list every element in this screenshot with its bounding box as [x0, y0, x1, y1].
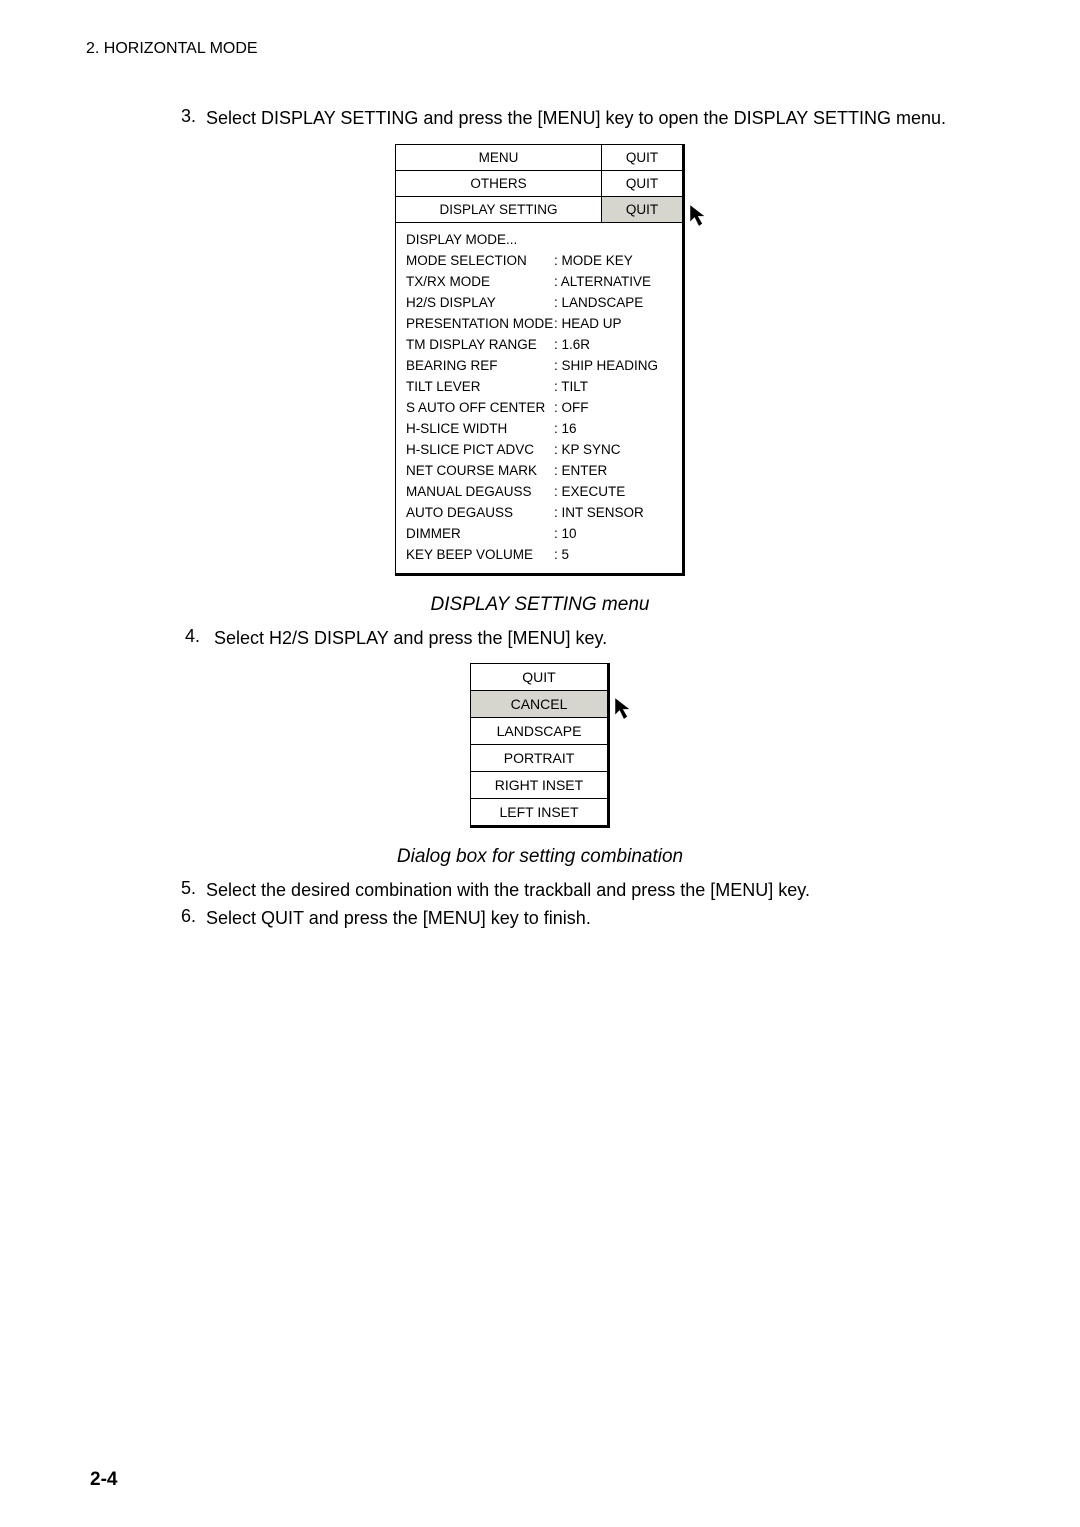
menu-row-value: : EXECUTE [554, 484, 672, 499]
menu-row-label: TX/RX MODE [406, 274, 554, 289]
step-3: 3. Select DISPLAY SETTING and press the … [172, 106, 990, 130]
step-5-number: 5. [172, 878, 206, 902]
menu-row-value: : HEAD UP [554, 316, 672, 331]
menu-row: AUTO DEGAUSS: INT SENSOR [406, 502, 672, 523]
cursor-icon [687, 202, 713, 228]
menu-header-left: MENU [396, 145, 602, 170]
menu-header-row: DISPLAY SETTING QUIT [396, 197, 682, 223]
menu-row-value: : ALTERNATIVE [554, 274, 672, 289]
menu-row-label: PRESENTATION MODE [406, 316, 554, 331]
menu-header-row: OTHERS QUIT [396, 171, 682, 197]
menu-row-value: : KP SYNC [554, 442, 672, 457]
menu-row-label: S AUTO OFF CENTER [406, 400, 554, 415]
menu-row-label: KEY BEEP VOLUME [406, 547, 554, 562]
menu-row: MODE SELECTION: MODE KEY [406, 250, 672, 271]
menu-header-left: DISPLAY SETTING [396, 197, 602, 222]
step-3-text: Select DISPLAY SETTING and press the [ME… [206, 106, 946, 130]
dialog-row: QUIT [471, 664, 607, 691]
menu-row-label: MODE SELECTION [406, 253, 554, 268]
menu-body: DISPLAY MODE... MODE SELECTION: MODE KEY… [396, 223, 682, 573]
step-5-text: Select the desired combination with the … [206, 878, 810, 902]
menu-row: BEARING REF: SHIP HEADING [406, 355, 672, 376]
step-6-text: Select QUIT and press the [MENU] key to … [206, 906, 591, 930]
menu-row-value: : TILT [554, 379, 672, 394]
menu-row: TX/RX MODE: ALTERNATIVE [406, 271, 672, 292]
caption-dialog-box: Dialog box for setting combination [90, 846, 990, 868]
menu-row-value: : SHIP HEADING [554, 358, 672, 373]
step-4-number: 4. [172, 626, 214, 650]
menu-row: MANUAL DEGAUSS: EXECUTE [406, 481, 672, 502]
dialog-row: CANCEL [471, 691, 607, 718]
menu-header-left: OTHERS [396, 171, 602, 196]
menu-row-label: TILT LEVER [406, 379, 554, 394]
menu-row: DIMMER: 10 [406, 523, 672, 544]
menu-row: NET COURSE MARK: ENTER [406, 460, 672, 481]
dialog-row: LANDSCAPE [471, 718, 607, 745]
menu-row: TM DISPLAY RANGE: 1.6R [406, 334, 672, 355]
menu-row-label: DIMMER [406, 526, 554, 541]
menu-row: TILT LEVER: TILT [406, 376, 672, 397]
step-4-text: Select H2/S DISPLAY and press the [MENU]… [214, 626, 607, 650]
menu-row-label: H2/S DISPLAY [406, 295, 554, 310]
step-6-number: 6. [172, 906, 206, 930]
menu-row-value: : OFF [554, 400, 672, 415]
menu-row: PRESENTATION MODE: HEAD UP [406, 313, 672, 334]
menu-header-right: QUIT [602, 145, 682, 170]
dialog-row: PORTRAIT [471, 745, 607, 772]
menu-row-value: : MODE KEY [554, 253, 672, 268]
menu-row-value: : ENTER [554, 463, 672, 478]
step-6: 6. Select QUIT and press the [MENU] key … [172, 906, 990, 930]
caption-display-setting-menu: DISPLAY SETTING menu [90, 594, 990, 616]
menu-row-label: MANUAL DEGAUSS [406, 484, 554, 499]
menu-header-right: QUIT [602, 171, 682, 196]
menu-row: H-SLICE WIDTH: 16 [406, 418, 672, 439]
menu-row-value: : INT SENSOR [554, 505, 672, 520]
step-3-number: 3. [172, 106, 206, 130]
menu-line-display-mode: DISPLAY MODE... [406, 229, 672, 250]
menu-row-label: BEARING REF [406, 358, 554, 373]
menu-row: H2/S DISPLAY: LANDSCAPE [406, 292, 672, 313]
menu-row-label: TM DISPLAY RANGE [406, 337, 554, 352]
step-5: 5. Select the desired combination with t… [172, 878, 990, 902]
page-number: 2-4 [90, 1469, 117, 1491]
menu-header-right-selected: QUIT [602, 197, 682, 222]
step-4: 4. Select H2/S DISPLAY and press the [ME… [172, 626, 990, 650]
menu-row-label: AUTO DEGAUSS [406, 505, 554, 520]
menu-header-row: MENU QUIT [396, 145, 682, 171]
menu-row-label: NET COURSE MARK [406, 463, 554, 478]
cursor-icon [612, 695, 638, 721]
dialog-row: RIGHT INSET [471, 772, 607, 799]
menu-row-value: : 10 [554, 526, 672, 541]
section-header: 2. HORIZONTAL MODE [86, 40, 990, 58]
combination-dialog: QUITCANCELLANDSCAPEPORTRAITRIGHT INSETLE… [470, 663, 610, 828]
menu-row-value: : 1.6R [554, 337, 672, 352]
menu-row-value: : 5 [554, 547, 672, 562]
menu-row: S AUTO OFF CENTER: OFF [406, 397, 672, 418]
display-setting-menu: MENU QUIT OTHERS QUIT DISPLAY SETTING QU… [395, 144, 685, 576]
menu-row-value: : LANDSCAPE [554, 295, 672, 310]
menu-row-value: : 16 [554, 421, 672, 436]
menu-row: KEY BEEP VOLUME: 5 [406, 544, 672, 565]
menu-row: H-SLICE PICT ADVC: KP SYNC [406, 439, 672, 460]
menu-row-label: H-SLICE WIDTH [406, 421, 554, 436]
dialog-row: LEFT INSET [471, 799, 607, 825]
menu-row-label: H-SLICE PICT ADVC [406, 442, 554, 457]
